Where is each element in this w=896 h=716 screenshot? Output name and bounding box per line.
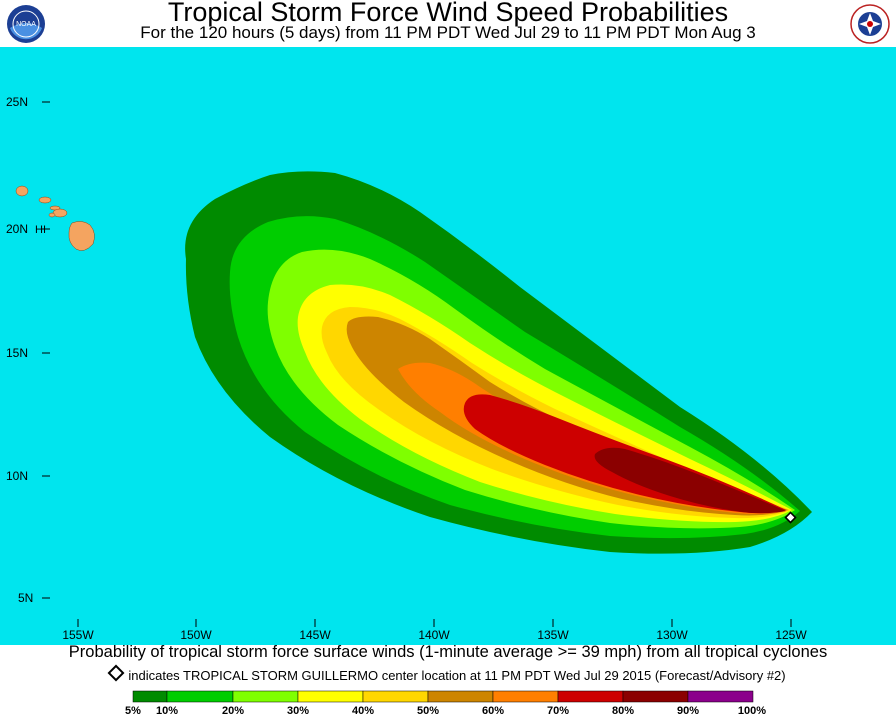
probability-legend: 5% 10% 20% 30% 40% 50% 60% 70% 80% 90% 100% — [125, 690, 766, 716]
legend-swatch — [166, 690, 234, 703]
lon-label-150w: 150W — [180, 628, 212, 642]
lon-label-140w: 140W — [418, 628, 450, 642]
map-title: Tropical Storm Force Wind Speed Probabil… — [167, 0, 729, 27]
legend-label: 30% — [287, 705, 309, 716]
legend-label: 10% — [156, 705, 178, 716]
svg-text:NOAA: NOAA — [16, 21, 36, 28]
diamond-marker-icon — [107, 664, 125, 682]
storm-marker-note-text: indicates TROPICAL STORM GUILLERMO cente… — [128, 668, 786, 683]
storm-center-diamond-icon — [784, 511, 797, 524]
lat-label-25n: 25N — [6, 95, 28, 109]
legend-label: 40% — [352, 705, 374, 716]
legend-labels: 5% 10% 20% 30% 40% 50% 60% 70% 80% 90% 100% — [125, 705, 766, 716]
legend-label: 5% — [125, 705, 141, 716]
legend-swatch — [232, 690, 299, 703]
probability-contours — [185, 171, 812, 554]
legend-swatch — [687, 690, 754, 703]
legend-swatch — [622, 690, 689, 703]
lon-label-145w: 145W — [299, 628, 331, 642]
legend-swatch — [427, 690, 494, 703]
contour-50-percent — [346, 316, 788, 516]
legend-swatch — [297, 690, 364, 703]
lat-label-10n: 10N — [6, 469, 28, 483]
hawaiian-islands: HI — [15, 185, 95, 251]
lon-label-125w: 125W — [775, 628, 807, 642]
legend-swatch — [132, 690, 168, 703]
lon-ticks — [77, 619, 792, 627]
lat-label-5n: 5N — [18, 591, 33, 605]
map-subtitle: For the 120 hours (5 days) from 11 PM PD… — [140, 23, 756, 42]
land-label: HI — [35, 224, 46, 236]
lat-ticks — [42, 101, 50, 599]
noaa-logo-icon: NOAA — [7, 5, 45, 43]
legend-swatch — [492, 690, 559, 703]
legend-label: 60% — [482, 705, 504, 716]
national-weather-service-logo-icon — [850, 4, 890, 44]
lon-label-155w: 155W — [62, 628, 94, 642]
island-kauai — [15, 185, 29, 197]
legend-swatches — [132, 690, 754, 703]
lon-label-135w: 135W — [537, 628, 569, 642]
lon-label-130w: 130W — [656, 628, 688, 642]
legend-swatch — [362, 690, 429, 703]
legend-label: 80% — [612, 705, 634, 716]
legend-label: 90% — [677, 705, 699, 716]
legend-label: 70% — [547, 705, 569, 716]
island-hawaii — [68, 221, 95, 251]
graticule: 25N 20N 15N 10N 5N 155W 150W 145W 140W 1… — [6, 95, 807, 642]
island-oahu — [38, 196, 52, 204]
legend-label: 20% — [222, 705, 244, 716]
probability-map: HI 25N 20N 15N 10N 5N 155W 150W 145W 140… — [0, 47, 896, 645]
legend-label: 50% — [417, 705, 439, 716]
lat-label-15n: 15N — [6, 346, 28, 360]
contour-80-percent — [594, 447, 786, 514]
legend-swatch — [557, 690, 624, 703]
island-lanai — [48, 212, 56, 218]
storm-marker-note: indicates TROPICAL STORM GUILLERMO cente… — [0, 664, 896, 685]
map-caption: Probability of tropical storm force surf… — [68, 643, 828, 661]
lat-label-20n: 20N — [6, 222, 28, 236]
legend-label: 100% — [738, 705, 766, 716]
